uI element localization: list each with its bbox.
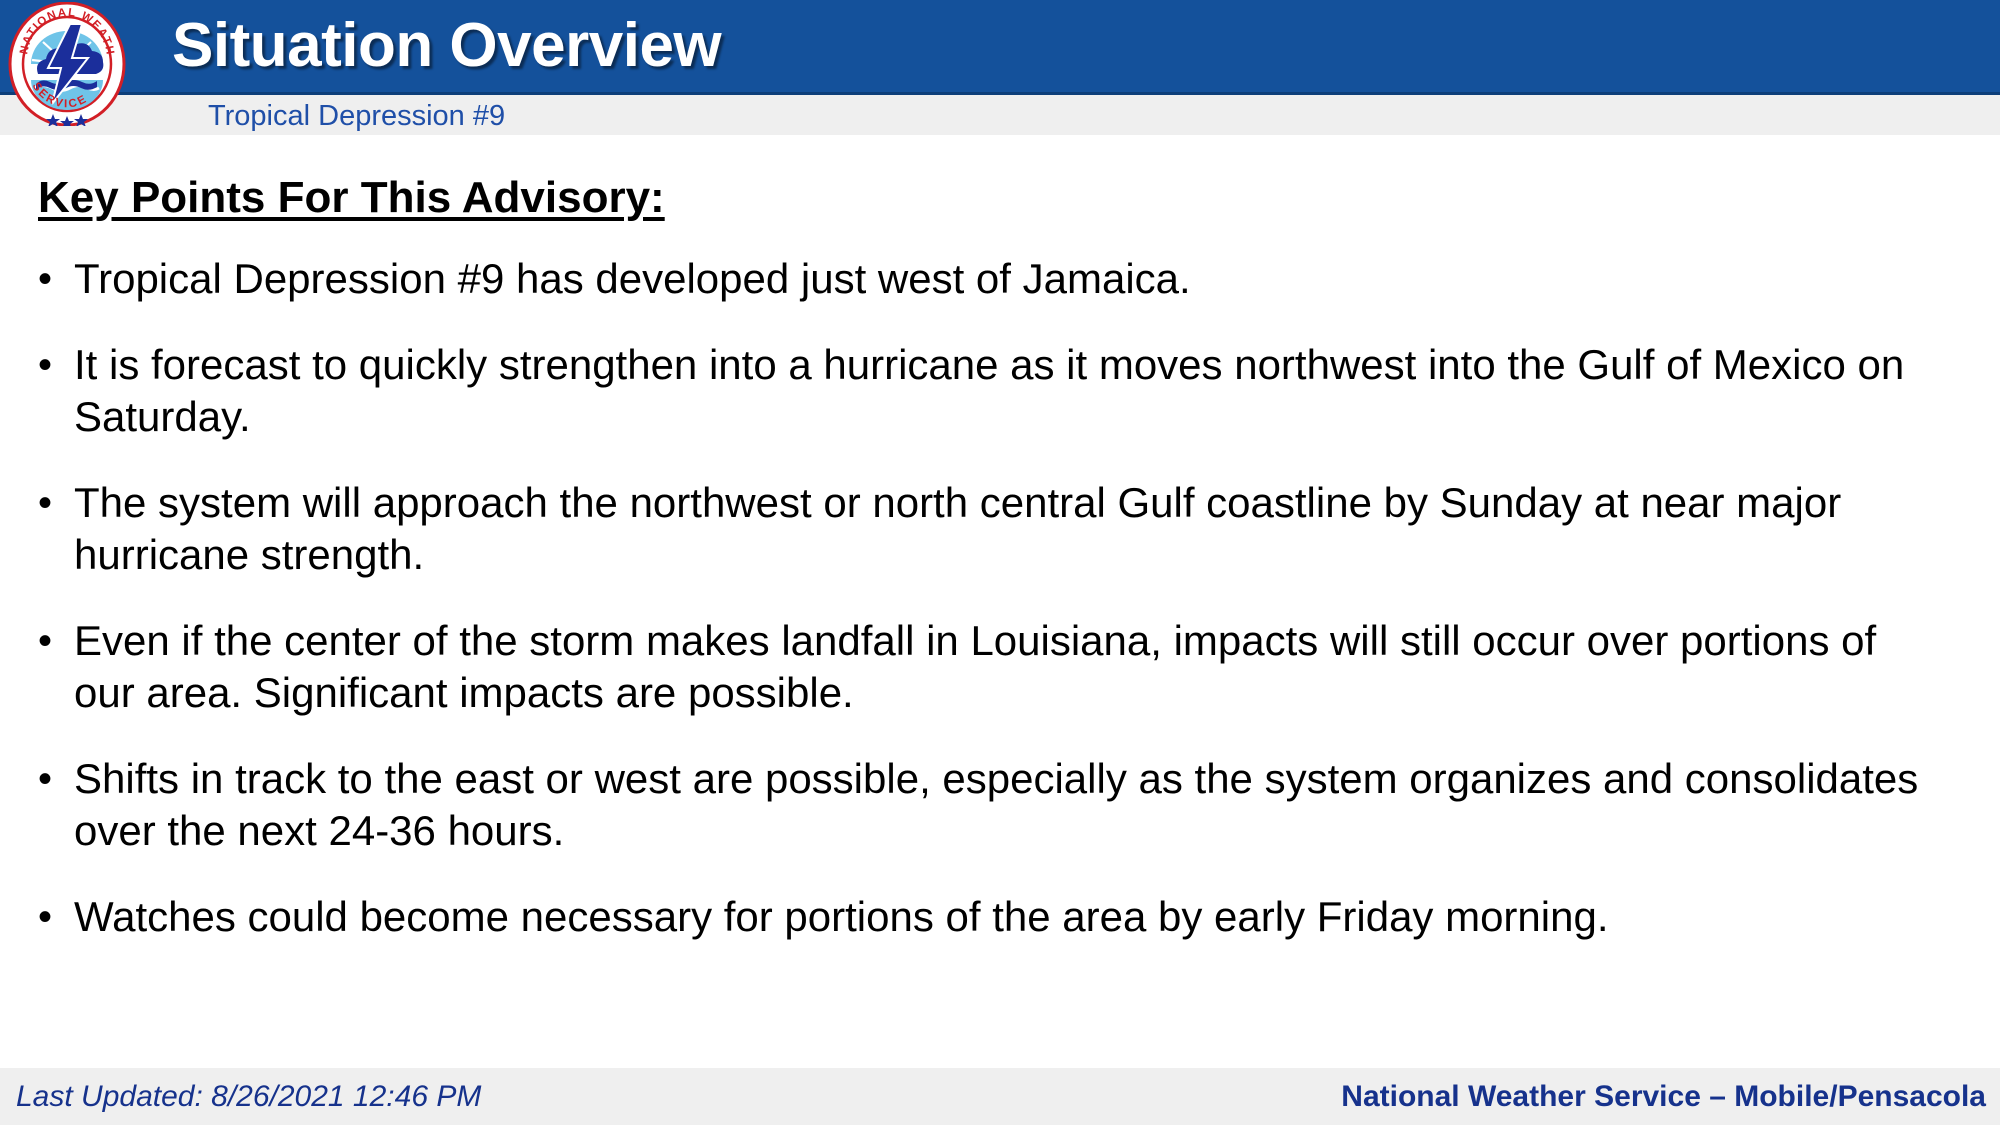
list-item-text: The system will approach the northwest o… [74,479,1842,578]
key-points-list: • Tropical Depression #9 has developed j… [38,253,1968,977]
header-bar [0,0,2000,92]
page-subtitle: Tropical Depression #9 [208,100,506,132]
bullet-marker-icon: • [38,619,53,663]
list-item-text: Watches could become necessary for porti… [74,893,1609,940]
last-updated-text: Last Updated: 8/26/2021 12:46 PM [16,1080,482,1113]
footer-band [0,1068,2000,1125]
bullet-marker-icon: • [38,257,53,301]
list-item-text: It is forecast to quickly strengthen int… [74,341,1905,440]
list-item: • Watches could become necessary for por… [38,891,1968,943]
list-item: • Tropical Depression #9 has developed j… [38,253,1968,305]
list-item-text: Shifts in track to the east or west are … [74,755,1919,854]
bullet-marker-icon: • [38,481,53,525]
list-item-text: Even if the center of the storm makes la… [74,617,1877,716]
office-name-text: National Weather Service – Mobile/Pensac… [1341,1080,1986,1113]
list-item: • Shifts in track to the east or west ar… [38,753,1968,857]
key-points-heading: Key Points For This Advisory: [38,173,665,222]
list-item: • The system will approach the northwest… [38,477,1968,581]
list-item-text: Tropical Depression #9 has developed jus… [74,255,1191,302]
bullet-marker-icon: • [38,757,53,801]
header-bar-edge [0,92,2000,95]
bullet-marker-icon: • [38,343,53,387]
page-title: Situation Overview [172,11,722,80]
national-weather-service-seal-icon: NATIONAL WEATHER SERVICE [3,0,126,129]
subtitle-band [0,95,2000,135]
slide-body: Key Points For This Advisory: • Tropical… [0,135,2000,1068]
list-item: • It is forecast to quickly strengthen i… [38,339,1968,443]
bullet-marker-icon: • [38,895,53,939]
list-item: • Even if the center of the storm makes … [38,615,1968,719]
